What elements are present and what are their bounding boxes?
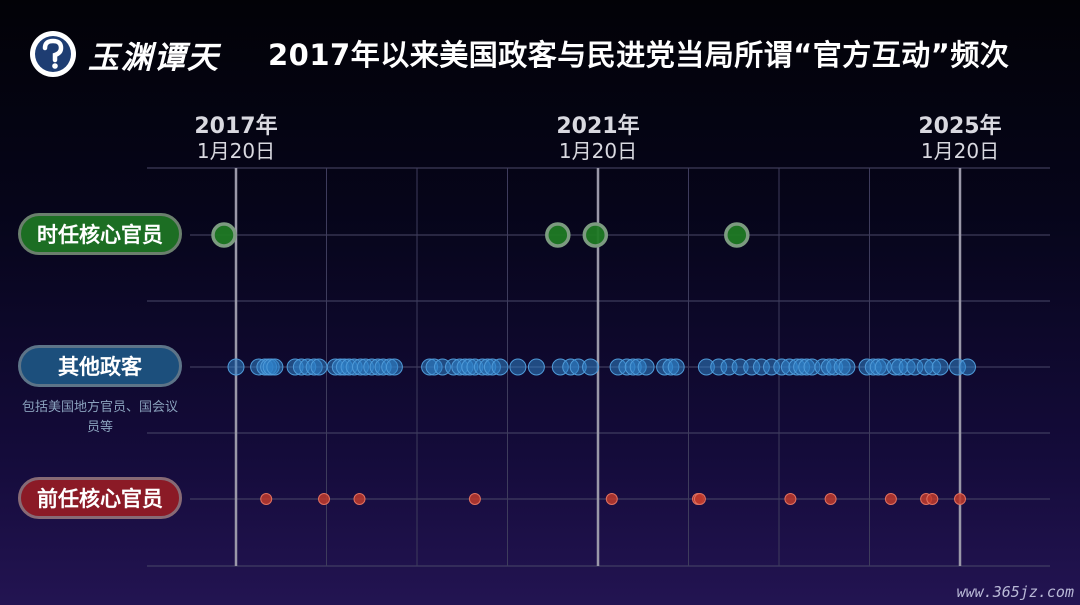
data-point-other — [931, 358, 949, 376]
data-point-other — [667, 358, 685, 376]
data-point-other — [959, 358, 976, 376]
reference-year-label: 2025年 — [918, 113, 1001, 139]
logo-text: 玉渊谭天 — [88, 39, 220, 76]
data-point-former — [318, 493, 330, 505]
data-point-former — [693, 493, 706, 505]
reference-year-label: 2017年 — [194, 113, 277, 139]
data-point-former — [468, 493, 481, 505]
category-label-other-politicians: 其他政客 — [18, 345, 182, 387]
data-point-former — [824, 493, 837, 505]
data-point-former — [954, 493, 966, 505]
data-point-other — [385, 358, 403, 376]
reference-year-label: 2021年 — [556, 113, 639, 139]
chart-title: 2017年以来美国政客与民进党当局所谓“官方互动”频次 — [268, 38, 1010, 72]
reference-day-label: 1月20日 — [197, 139, 275, 163]
data-point-current — [211, 222, 237, 248]
data-point-former — [926, 493, 939, 505]
data-point-former — [605, 493, 618, 505]
data-point-other — [266, 358, 284, 376]
data-point-other — [838, 358, 856, 376]
question-mark-bubble-icon — [30, 31, 76, 77]
data-point-other — [310, 358, 328, 376]
watermark: www.365jz.com — [956, 583, 1074, 601]
data-point-other — [527, 358, 545, 376]
data-point-other — [637, 358, 655, 376]
category-label-current-officials: 时任核心官员 — [18, 213, 182, 255]
data-point-current — [724, 222, 750, 248]
reference-day-label: 1月20日 — [921, 139, 999, 163]
data-point-other — [227, 358, 245, 376]
data-point-former — [784, 493, 797, 505]
data-point-former — [260, 493, 273, 505]
category-label-former-officials: 前任核心官员 — [18, 477, 182, 519]
category-note: 包括美国地方官员、国会议员等 — [21, 400, 178, 435]
data-point-former — [884, 493, 897, 505]
data-point-other — [509, 358, 527, 376]
logo: 玉渊谭天 — [28, 26, 220, 82]
data-point-other — [491, 358, 509, 376]
data-point-current — [582, 222, 609, 248]
reference-day-label: 1月20日 — [559, 139, 637, 163]
data-point-former — [353, 493, 366, 505]
data-point-current — [545, 222, 571, 248]
data-point-other — [582, 358, 599, 376]
